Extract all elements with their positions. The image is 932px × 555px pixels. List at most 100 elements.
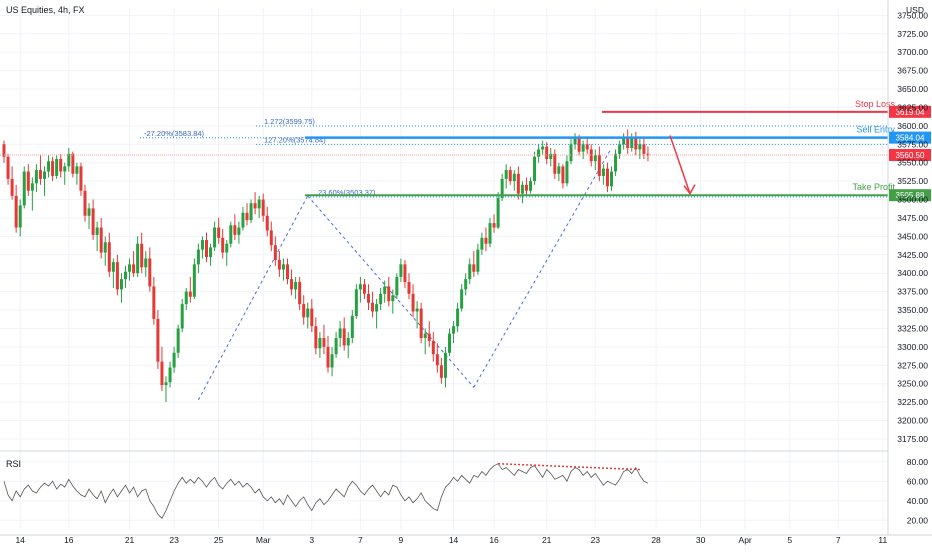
candle-body (504, 170, 508, 179)
candle-body (626, 136, 630, 148)
price-tag-label: 3619.04 (896, 108, 925, 117)
candle (605, 162, 609, 193)
candle-body (83, 190, 87, 216)
candle-body (549, 153, 553, 160)
price-tick-label: 3475.00 (897, 213, 928, 223)
candle-body (164, 382, 168, 386)
candle-body (460, 289, 464, 309)
candle-body (415, 308, 419, 312)
candle-body (326, 346, 330, 368)
candle (277, 251, 281, 277)
candle (443, 346, 447, 388)
price-tick-label: 3625.00 (897, 102, 928, 112)
candle-body (188, 291, 192, 297)
candle (6, 153, 10, 185)
candle (314, 317, 318, 355)
date-tick-label: 7 (358, 535, 363, 545)
candle (431, 332, 435, 362)
date-tick-label: 16 (64, 535, 74, 545)
candle (395, 273, 399, 299)
candle-body (152, 286, 156, 319)
candle (342, 317, 346, 351)
candle-body (383, 286, 387, 294)
candle-body (472, 264, 476, 272)
candle (205, 232, 208, 263)
grid-layer (0, 8, 888, 530)
candle (334, 332, 338, 358)
date-tick-label: 14 (449, 535, 459, 545)
price-tick-label: 3325.00 (897, 323, 928, 333)
candle (350, 310, 354, 344)
candle-body (14, 195, 18, 228)
candle (464, 273, 468, 296)
candle (103, 236, 107, 266)
candle (253, 192, 257, 215)
candle-body (529, 181, 532, 191)
candle (638, 139, 642, 160)
candle (91, 199, 95, 241)
rsi-panel: 20.00 40.00 60.00 80.00 (0, 457, 929, 525)
candle-body (26, 171, 30, 191)
price-tick-label: 3725.00 (897, 29, 928, 39)
candle (529, 177, 532, 194)
current-price-tag (889, 148, 931, 161)
candle-body (367, 293, 370, 303)
candle (573, 133, 577, 150)
candle-body (257, 199, 261, 209)
candle (504, 164, 508, 189)
candle-body (128, 264, 132, 272)
candle (585, 136, 589, 154)
candle-body (589, 149, 593, 162)
pattern-leg (473, 147, 612, 388)
candle (634, 131, 638, 156)
candle-body (508, 170, 512, 182)
candle-body (140, 243, 144, 268)
candle-body (115, 262, 119, 290)
candle-body (634, 136, 638, 150)
candle (488, 217, 492, 248)
candle-body (358, 284, 362, 290)
rsi-tick-label: 80.00 (907, 457, 929, 467)
currency-label: USD (906, 5, 924, 15)
candle (403, 259, 407, 288)
price-tick-label: 3425.00 (897, 250, 928, 260)
candle-body (168, 367, 172, 383)
price-tick-label: 3300.00 (897, 342, 928, 352)
level-name: Sell Entry (856, 125, 895, 135)
date-tick-label: 16 (489, 535, 499, 545)
candle-body (573, 137, 577, 145)
candle-body (205, 240, 208, 257)
candle (83, 184, 87, 222)
candle-body (111, 262, 115, 272)
candle (51, 156, 55, 182)
candle-body (569, 144, 573, 162)
candle (610, 166, 613, 191)
candle (622, 133, 626, 150)
date-tick-label: 14 (15, 535, 25, 545)
candle (38, 155, 42, 185)
price-tag (889, 131, 931, 144)
candles[interactable] (2, 129, 650, 403)
candle (520, 181, 524, 204)
candle (460, 284, 464, 312)
candle (140, 232, 144, 274)
trade-arrow-head (683, 184, 696, 196)
candle-body (43, 171, 46, 179)
candle (47, 155, 51, 178)
candle (302, 295, 306, 325)
candle-body (581, 144, 585, 152)
candle (533, 151, 537, 185)
candle-body (407, 282, 411, 294)
candle-body (233, 225, 237, 235)
candle-body (18, 205, 22, 228)
candle-body (200, 240, 204, 250)
candle-body (411, 293, 415, 312)
candle (496, 192, 500, 229)
levels: 1.272(3599.75) -27.20%(3583.84) 127.20%(35… (0, 99, 931, 202)
candle (423, 328, 427, 355)
candle-body (148, 258, 152, 287)
candle (79, 162, 83, 196)
candle-body (277, 259, 281, 270)
date-tick-label: 28 (651, 535, 661, 545)
